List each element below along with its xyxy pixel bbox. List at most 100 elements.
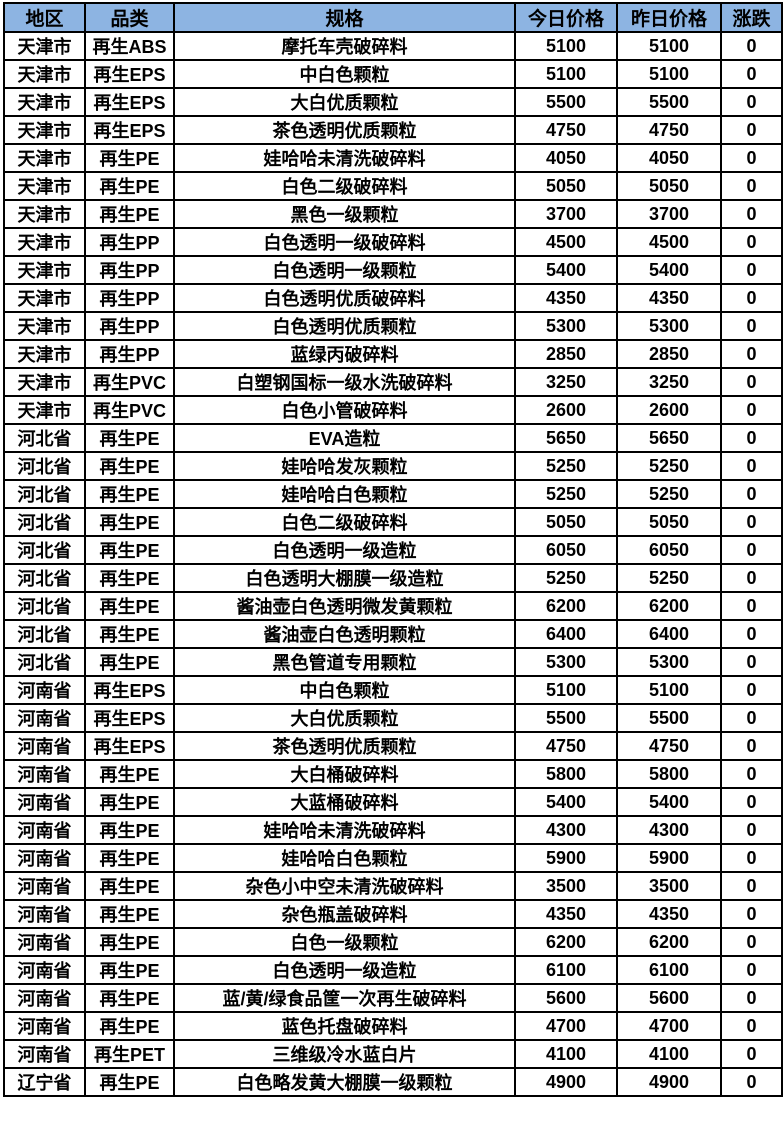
today-price-cell: 2850 xyxy=(514,339,618,369)
today-price-cell: 3250 xyxy=(514,367,618,397)
spec-cell: 茶色透明优质颗粒 xyxy=(173,115,516,145)
today-price-cell: 5300 xyxy=(514,647,618,677)
yesterday-price-cell: 5250 xyxy=(616,451,722,481)
yesterday-price-cell: 5900 xyxy=(616,843,722,873)
table-row: 河北省 再生PE 白色透明一级造粒 6050 6050 0 xyxy=(3,535,783,565)
region-cell: 天津市 xyxy=(3,227,86,257)
category-cell: 再生PP xyxy=(84,339,175,369)
table-row: 天津市 再生PVC 白塑钢国标一级水洗破碎料 3250 3250 0 xyxy=(3,367,783,397)
change-cell: 0 xyxy=(720,815,783,845)
today-price-cell: 4050 xyxy=(514,143,618,173)
today-price-cell: 4350 xyxy=(514,899,618,929)
category-cell: 再生PP xyxy=(84,227,175,257)
table-body: 天津市 再生ABS 摩托车壳破碎料 5100 5100 0 天津市 再生EPS 中白色颗粒 510… xyxy=(3,31,783,1097)
change-cell: 0 xyxy=(720,143,783,173)
category-cell: 再生PE xyxy=(84,787,175,817)
today-price-cell: 6400 xyxy=(514,619,618,649)
table-header: 地区 品类 规格 今日价格 昨日价格 涨跌 xyxy=(3,2,783,33)
yesterday-price-cell: 5250 xyxy=(616,479,722,509)
yesterday-price-cell: 4500 xyxy=(616,227,722,257)
category-cell: 再生EPS xyxy=(84,59,175,89)
today-price-cell: 4750 xyxy=(514,115,618,145)
yesterday-price-cell: 3700 xyxy=(616,199,722,229)
table-row: 河北省 再生PE 酱油壶白色透明颗粒 6400 6400 0 xyxy=(3,619,783,649)
today-price-cell: 4300 xyxy=(514,815,618,845)
region-cell: 天津市 xyxy=(3,31,86,61)
today-price-cell: 5100 xyxy=(514,59,618,89)
spec-cell: 白色二级破碎料 xyxy=(173,171,516,201)
table-row: 天津市 再生ABS 摩托车壳破碎料 5100 5100 0 xyxy=(3,31,783,61)
yesterday-price-cell: 5300 xyxy=(616,647,722,677)
category-cell: 再生PE xyxy=(84,619,175,649)
spec-cell: 蓝色托盘破碎料 xyxy=(173,1011,516,1041)
table-row: 天津市 再生PE 白色二级破碎料 5050 5050 0 xyxy=(3,171,783,201)
today-price-cell: 4100 xyxy=(514,1039,618,1069)
yesterday-price-cell: 4750 xyxy=(616,731,722,761)
yesterday-price-cell: 5100 xyxy=(616,59,722,89)
today-price-cell: 4750 xyxy=(514,731,618,761)
category-cell: 再生PE xyxy=(84,535,175,565)
spec-cell: 娃哈哈白色颗粒 xyxy=(173,479,516,509)
region-cell: 河北省 xyxy=(3,591,86,621)
change-cell: 0 xyxy=(720,115,783,145)
yesterday-price-cell: 5300 xyxy=(616,311,722,341)
change-cell: 0 xyxy=(720,563,783,593)
change-cell: 0 xyxy=(720,955,783,985)
spec-cell: 中白色颗粒 xyxy=(173,59,516,89)
change-cell: 0 xyxy=(720,899,783,929)
region-cell: 河南省 xyxy=(3,787,86,817)
spec-cell: 大白优质颗粒 xyxy=(173,87,516,117)
yesterday-price-cell: 4350 xyxy=(616,899,722,929)
category-cell: 再生PE xyxy=(84,1067,175,1097)
table-row: 河北省 再生PE 娃哈哈白色颗粒 5250 5250 0 xyxy=(3,479,783,509)
change-cell: 0 xyxy=(720,535,783,565)
spec-cell: 白色透明一级颗粒 xyxy=(173,255,516,285)
today-price-cell: 5100 xyxy=(514,675,618,705)
today-price-cell: 3700 xyxy=(514,199,618,229)
category-cell: 再生PE xyxy=(84,507,175,537)
spec-cell: 娃哈哈发灰颗粒 xyxy=(173,451,516,481)
region-cell: 河南省 xyxy=(3,843,86,873)
yesterday-price-cell: 4300 xyxy=(616,815,722,845)
category-cell: 再生EPS xyxy=(84,703,175,733)
region-cell: 天津市 xyxy=(3,283,86,313)
yesterday-price-cell: 4050 xyxy=(616,143,722,173)
price-table: 地区 品类 规格 今日价格 昨日价格 涨跌 天津市 再生ABS 摩托车壳破碎料 510… xyxy=(3,2,783,1097)
yesterday-price-cell: 2600 xyxy=(616,395,722,425)
yesterday-price-cell: 6200 xyxy=(616,927,722,957)
category-cell: 再生PE xyxy=(84,479,175,509)
spec-cell: 茶色透明优质颗粒 xyxy=(173,731,516,761)
change-cell: 0 xyxy=(720,199,783,229)
region-cell: 天津市 xyxy=(3,59,86,89)
today-price-cell: 5050 xyxy=(514,171,618,201)
today-price-cell: 5500 xyxy=(514,703,618,733)
table-row: 河北省 再生PE 酱油壶白色透明微发黄颗粒 6200 6200 0 xyxy=(3,591,783,621)
category-cell: 再生PE xyxy=(84,871,175,901)
category-cell: 再生PE xyxy=(84,843,175,873)
today-price-cell: 6100 xyxy=(514,955,618,985)
region-cell: 天津市 xyxy=(3,367,86,397)
region-cell: 河南省 xyxy=(3,759,86,789)
header-row: 地区 品类 规格 今日价格 昨日价格 涨跌 xyxy=(3,2,783,33)
change-cell: 0 xyxy=(720,703,783,733)
today-price-cell: 6200 xyxy=(514,927,618,957)
table-row: 河北省 再生PE 白色透明大棚膜一级造粒 5250 5250 0 xyxy=(3,563,783,593)
spec-cell: 娃哈哈未清洗破碎料 xyxy=(173,143,516,173)
yesterday-price-cell: 5400 xyxy=(616,787,722,817)
table-row: 天津市 再生PP 白色透明一级颗粒 5400 5400 0 xyxy=(3,255,783,285)
change-cell: 0 xyxy=(720,451,783,481)
today-price-cell: 4700 xyxy=(514,1011,618,1041)
yesterday-price-cell: 5600 xyxy=(616,983,722,1013)
spec-cell: 中白色颗粒 xyxy=(173,675,516,705)
change-cell: 0 xyxy=(720,871,783,901)
spec-cell: 蓝/黄/绿食品筐一次再生破碎料 xyxy=(173,983,516,1013)
table-row: 河南省 再生PE 大蓝桶破碎料 5400 5400 0 xyxy=(3,787,783,817)
category-cell: 再生PP xyxy=(84,283,175,313)
header-today-price: 今日价格 xyxy=(514,2,618,33)
change-cell: 0 xyxy=(720,675,783,705)
yesterday-price-cell: 2850 xyxy=(616,339,722,369)
region-cell: 河南省 xyxy=(3,1039,86,1069)
spec-cell: 杂色小中空未清洗破碎料 xyxy=(173,871,516,901)
region-cell: 河南省 xyxy=(3,871,86,901)
category-cell: 再生ABS xyxy=(84,31,175,61)
